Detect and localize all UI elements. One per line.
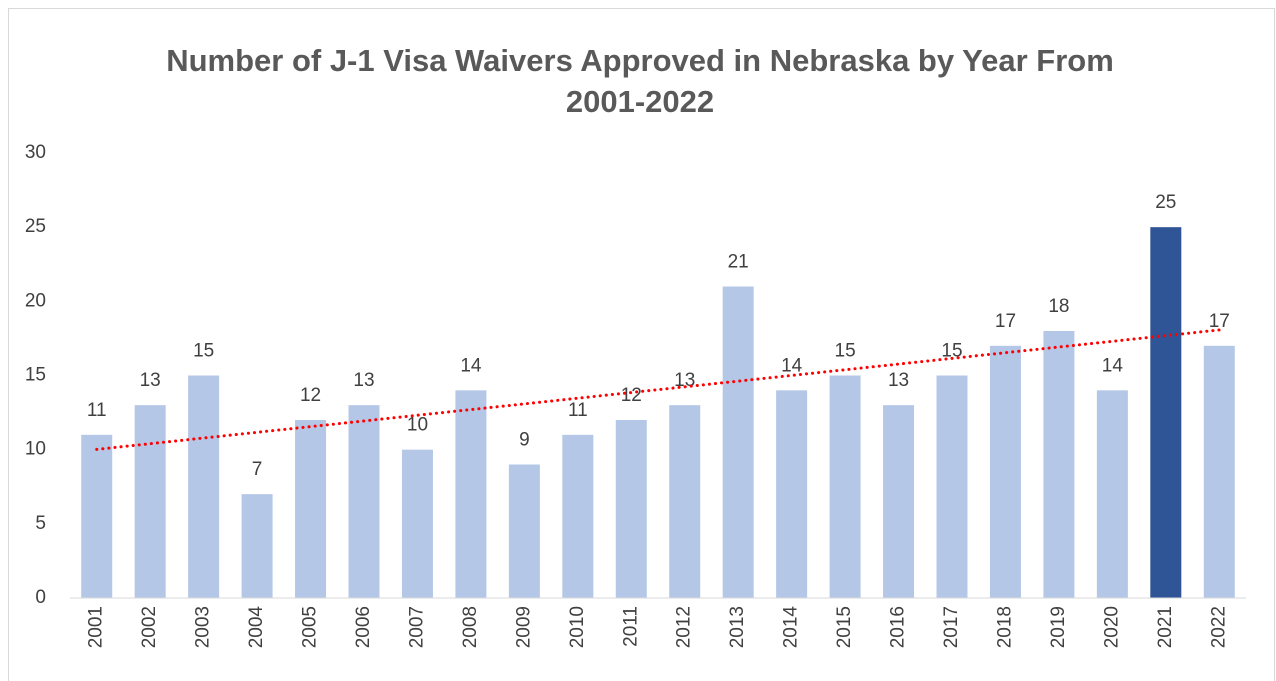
x-tick-label: 2020: [1101, 606, 1122, 648]
data-label: 17: [995, 311, 1016, 332]
x-tick-label: 2015: [834, 606, 855, 648]
bar: [669, 405, 701, 598]
data-label: 13: [353, 370, 374, 391]
bar: [188, 375, 220, 598]
x-tick-label: 2012: [674, 606, 695, 648]
bar: [829, 375, 861, 598]
x-tick-label: 2004: [246, 606, 267, 649]
data-label: 18: [1048, 296, 1069, 317]
x-tick-label: 2008: [460, 606, 481, 648]
chart-title: Number of J-1 Visa Waivers Approved in N…: [166, 43, 1114, 119]
bar: [81, 434, 113, 598]
x-tick-label: 2016: [888, 606, 909, 648]
bar: [1150, 227, 1182, 598]
data-label: 15: [835, 341, 856, 362]
x-tick-label: 2011: [620, 606, 641, 647]
x-tick-label: 2007: [406, 606, 427, 648]
y-tick-label: 15: [25, 365, 46, 386]
y-tick-label: 0: [35, 587, 46, 608]
x-tick-label: 2002: [139, 606, 160, 648]
data-label: 13: [140, 370, 161, 391]
bar: [508, 464, 540, 598]
chart-border: [8, 8, 1275, 681]
y-tick-label: 30: [25, 142, 46, 163]
data-label: 14: [460, 355, 482, 376]
bar: [241, 494, 273, 598]
y-tick-label: 5: [35, 513, 46, 534]
data-label: 7: [252, 459, 263, 480]
bar: [134, 405, 166, 598]
data-label: 9: [519, 430, 530, 451]
x-tick-label: 2019: [1048, 606, 1069, 648]
bar: [936, 375, 968, 598]
x-tick-label: 2018: [994, 606, 1015, 648]
x-tick-label: 2009: [513, 606, 534, 648]
x-tick-label: 2014: [781, 606, 802, 649]
x-tick-label: 2013: [727, 606, 748, 648]
bar: [1043, 331, 1075, 598]
data-label: 15: [193, 341, 214, 362]
x-tick-label: 2022: [1208, 606, 1229, 648]
x-tick-label: 2017: [941, 606, 962, 648]
bar: [348, 405, 380, 598]
bar: [989, 345, 1021, 598]
data-label: 17: [1209, 311, 1230, 332]
data-label: 11: [568, 400, 588, 421]
x-tick-label: 2003: [193, 606, 214, 648]
data-label: 13: [888, 370, 909, 391]
data-label: 10: [407, 415, 428, 436]
data-label: 11: [87, 400, 107, 421]
data-label: 12: [300, 385, 321, 406]
bar: [883, 405, 915, 598]
bar: [401, 449, 433, 598]
bar: [295, 420, 327, 598]
data-label: 12: [621, 385, 642, 406]
bar: [1096, 390, 1128, 598]
x-tick-label: 2001: [86, 606, 107, 648]
x-tick-label: 2005: [300, 606, 321, 648]
data-label: 15: [941, 341, 962, 362]
trendline: [95, 328, 1221, 451]
x-tick-label: 2010: [567, 606, 588, 648]
x-tick-label: 2021: [1155, 606, 1176, 648]
x-tick-label: 2006: [353, 606, 374, 648]
data-label: 21: [728, 252, 749, 273]
data-label: 25: [1155, 192, 1176, 213]
y-tick-label: 25: [25, 216, 46, 237]
bar: [615, 420, 647, 598]
y-tick-label: 10: [25, 439, 46, 460]
y-tick-label: 20: [25, 290, 46, 311]
bar: [776, 390, 808, 598]
bar: [562, 434, 594, 598]
bar: [455, 390, 487, 598]
data-label: 14: [781, 355, 803, 376]
data-label: 14: [1102, 355, 1124, 376]
bar: [1203, 345, 1235, 598]
bar: [722, 286, 754, 598]
